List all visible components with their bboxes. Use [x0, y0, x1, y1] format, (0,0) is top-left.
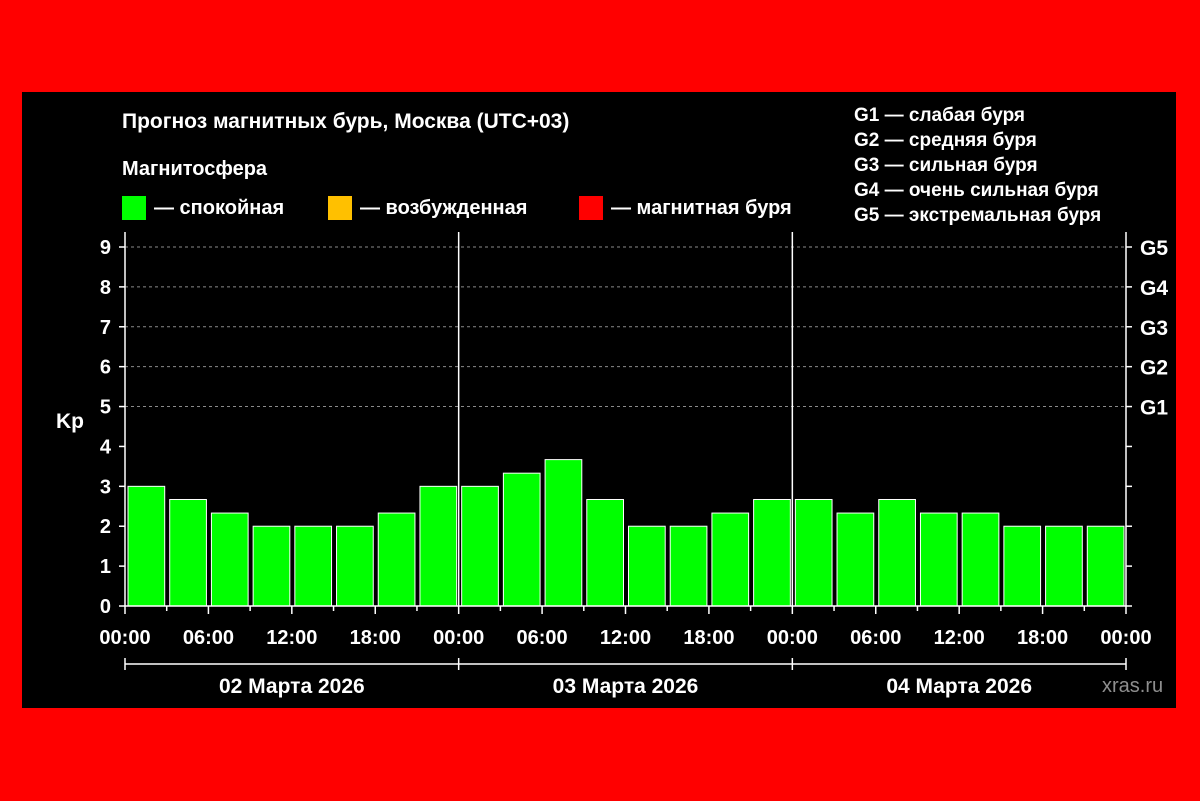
g-level-label: G5: [1140, 237, 1168, 260]
bar: [377, 512, 416, 607]
legend-item-excited: — возбужденная: [328, 195, 527, 221]
bar: [878, 498, 916, 607]
y-tick-label: 4: [100, 436, 112, 458]
x-tick-label: 06:00: [517, 627, 568, 649]
y-tick-label: 9: [100, 237, 111, 259]
legend-label-excited: — возбужденная: [360, 196, 528, 219]
x-tick-label: 06:00: [850, 627, 901, 649]
bar: [919, 512, 958, 607]
bar: [1003, 525, 1042, 607]
chart-title: Прогноз магнитных бурь, Москва (UTC+03): [122, 110, 570, 133]
day-label: 02 Марта 2026: [219, 675, 365, 698]
day-label: 03 Марта 2026: [553, 675, 699, 698]
x-tick-label: 06:00: [183, 627, 234, 649]
legend-label-storm: — магнитная буря: [611, 196, 792, 219]
x-tick-label: 12:00: [934, 627, 985, 649]
bar: [336, 525, 374, 607]
y-tick-label: 7: [100, 317, 111, 339]
bar: [419, 485, 458, 607]
x-tick-label: 00:00: [1100, 627, 1151, 649]
calm-swatch: [122, 196, 146, 220]
legend-item-calm: — спокойная: [122, 195, 284, 221]
bar: [711, 512, 750, 607]
legend-item-storm: — магнитная буря: [579, 195, 792, 221]
y-tick-label: 0: [100, 596, 111, 618]
bar: [127, 485, 166, 607]
y-tick-label: 1: [100, 556, 111, 578]
g-level-label: G1: [1140, 397, 1168, 420]
bar: [169, 498, 207, 607]
bar: [294, 525, 333, 607]
storm-level-g4: G4 — очень сильная буря: [854, 180, 1099, 201]
bar: [1045, 525, 1083, 607]
g-level-label: G2: [1140, 357, 1168, 380]
bar: [753, 498, 791, 607]
storm-level-g1: G1 — слабая буря: [854, 105, 1026, 126]
day-label: 04 Марта 2026: [886, 675, 1032, 698]
y-tick-label: 2: [100, 516, 111, 538]
bar: [794, 498, 833, 607]
y-tick-label: 8: [100, 277, 111, 299]
bar: [836, 512, 875, 607]
x-tick-label: 00:00: [433, 627, 484, 649]
x-tick-label: 12:00: [266, 627, 317, 649]
x-tick-label: 18:00: [350, 627, 401, 649]
y-tick-label: 5: [100, 397, 111, 419]
bar: [210, 512, 249, 607]
bar: [252, 525, 291, 607]
storm-level-g5: G5 — экстремальная буря: [854, 205, 1102, 226]
x-tick-label: 12:00: [600, 627, 651, 649]
bar: [461, 485, 499, 607]
y-axis-label: Kp: [56, 410, 84, 433]
g-level-label: G3: [1140, 317, 1168, 340]
bar: [961, 512, 1000, 607]
watermark: xras.ru: [1102, 675, 1164, 697]
bar: [669, 525, 708, 607]
x-tick-label: 18:00: [683, 627, 734, 649]
bar: [544, 459, 583, 607]
bar: [1086, 525, 1125, 607]
kp-bar-chart: 0 1 2 3 4 5 6 7 8 9 Kp G1 G2 G3 G4 G5 00:00 06:00 12:00 18:…: [56, 232, 1168, 698]
storm-level-g2: G2 — средняя буря: [854, 130, 1037, 151]
chart-frame: Прогноз магнитных бурь, Москва (UTC+03) …: [22, 92, 1176, 708]
y-tick-label: 6: [100, 357, 111, 379]
bar: [502, 472, 541, 607]
x-tick-label: 00:00: [767, 627, 818, 649]
legend-header: Магнитосфера: [122, 158, 268, 180]
storm-swatch: [579, 196, 603, 220]
excited-swatch: [328, 196, 352, 220]
storm-level-g3: G3 — сильная буря: [854, 155, 1038, 176]
x-tick-label: 18:00: [1017, 627, 1068, 649]
bar: [586, 498, 625, 607]
y-tick-label: 3: [100, 476, 111, 498]
g-level-label: G4: [1140, 277, 1168, 300]
x-tick-label: 00:00: [99, 627, 150, 649]
storm-level-legend: G1 — слабая буря G2 — средняя буря G3 — …: [854, 103, 1101, 228]
bar: [628, 525, 666, 607]
legend-label-calm: — спокойная: [154, 196, 285, 219]
